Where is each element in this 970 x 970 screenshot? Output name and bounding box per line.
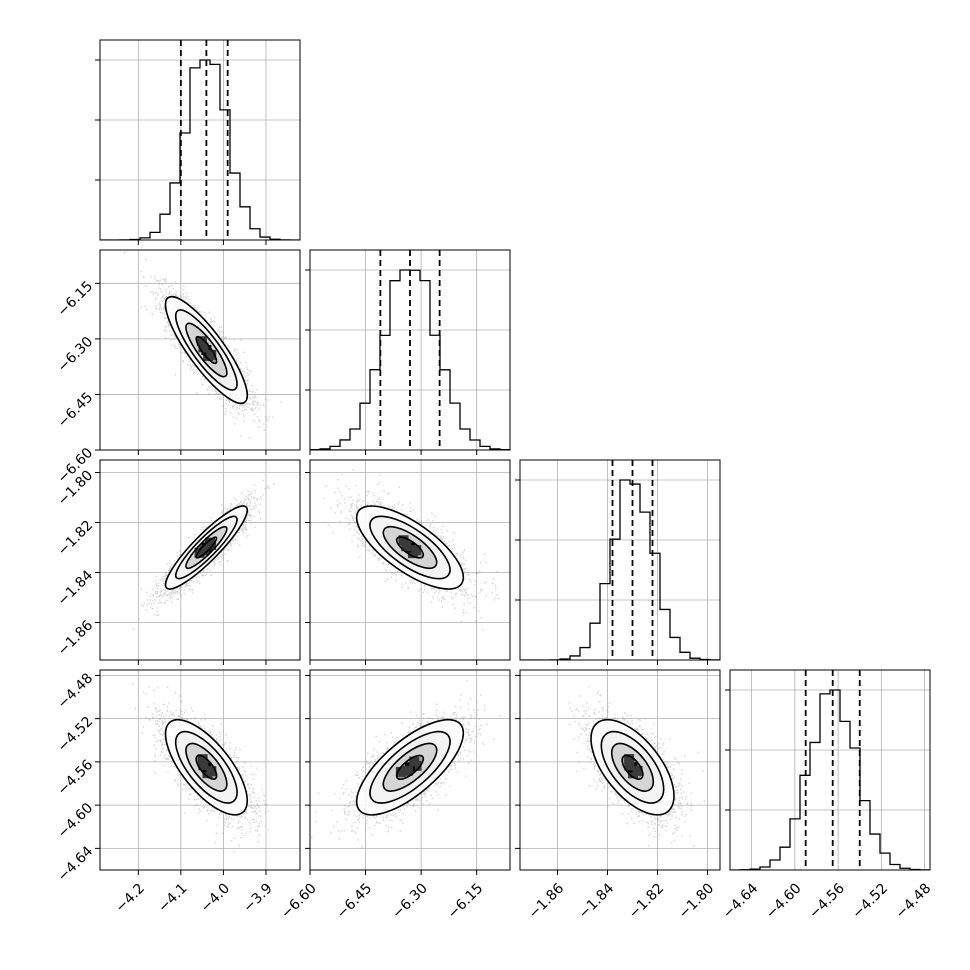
x-tick-label-3-3: −4.52 [849,880,891,922]
density-frame-3-2 [519,669,721,871]
density-core-3-0-3 [198,760,209,771]
density-core-2-1-3 [401,541,412,552]
x-tick-label-1-1: −6.45 [334,880,376,922]
density-panel-3-2 [520,670,720,870]
contour-2-0-0 [195,536,218,559]
contour-2-0-2 [174,515,238,580]
contour-3-0-2 [174,730,238,804]
x-tick-label-2-3: −1.80 [676,880,718,922]
density-core-3-0-0 [197,754,208,765]
x-tick-label-3-4: −4.48 [893,880,935,922]
density-core-2-1-4 [411,545,422,556]
contour-2-0-3 [164,505,249,590]
y-tick-label-3-0: −4.64 [55,843,97,885]
contour-1-0-2 [174,309,238,391]
x-tick-label-2-1: −1.84 [576,880,618,922]
contour-3-1-0 [395,754,425,780]
hist-panel-3 [730,670,930,870]
x-tick-label-2-0: −1.86 [526,880,568,922]
density-core-2-0-3 [199,545,210,556]
contour-3-2-3 [590,718,675,816]
density-core-2-1-0 [398,535,409,546]
y-tick-label-1-2: −6.30 [55,334,97,376]
hist-panel-2 [520,460,720,660]
contour-2-1-2 [369,515,451,580]
density-core-1-0-3 [198,342,209,353]
density-core-3-0-4 [206,766,217,777]
x-tick-label-2-2: −1.82 [626,880,668,922]
contour-3-2-2 [600,730,665,804]
density-core-1-0-0 [196,336,207,347]
contour-3-1-3 [355,718,465,816]
contour-2-1-3 [355,505,465,590]
density-panel-3-1 [310,670,510,870]
density-core-3-2-0 [624,754,635,765]
density-panel-3-0 [100,670,300,870]
contour-2-1-0 [395,536,425,559]
density-panel-1-0 [100,250,300,450]
contour-3-1-2 [369,730,451,804]
hist-step-0 [100,59,300,240]
hist-frame-2 [519,459,721,661]
density-frame-1-0 [99,249,301,451]
density-frame-2-1 [309,459,511,661]
y-tick-label-1-3: −6.15 [55,278,97,320]
x-tick-label-0-2: −4.0 [198,880,233,915]
y-tick-label-2-0: −1.86 [55,617,97,659]
y-tick-label-3-4: −4.48 [55,670,97,712]
x-tick-label-0-0: −4.2 [113,880,148,915]
x-tick-label-1-0: −6.60 [278,880,320,922]
y-tick-label-3-1: −4.60 [55,800,97,842]
contour-3-0-3 [164,718,249,816]
y-tick-label-3-2: −4.56 [55,757,97,799]
contour-1-0-3 [164,295,249,405]
x-tick-label-0-3: −3.9 [240,880,275,915]
hist-panel-1 [310,250,510,450]
x-tick-label-3-0: −4.64 [720,880,762,922]
contour-2-1-1 [382,525,438,570]
density-frame-2-0 [99,459,301,661]
contour-3-1-1 [382,742,438,792]
y-tick-label-1-1: −6.45 [55,389,97,431]
density-core-3-2-4 [632,765,643,776]
contour-1-0-0 [195,335,218,365]
contour-3-2-0 [621,754,644,780]
y-tick-label-2-1: −1.84 [55,567,97,609]
hist-frame-1 [309,249,511,451]
density-core-1-0-4 [206,349,217,360]
density-core-3-1-0 [395,766,406,777]
density-core-3-1-3 [402,765,413,776]
hist-frame-3 [729,669,931,871]
x-tick-label-1-3: −6.15 [445,880,487,922]
density-core-2-0-4 [205,537,216,548]
hist-step-2 [520,479,720,660]
hist-panel-0 [100,40,300,240]
x-tick-label-3-1: −4.60 [763,880,805,922]
contour-3-2-1 [610,742,655,792]
x-tick-label-0-1: −4.1 [155,880,190,915]
x-tick-label-1-2: −6.30 [389,880,431,922]
contour-3-0-0 [195,754,218,780]
contour-2-0-1 [185,525,228,570]
density-core-3-1-4 [409,756,420,767]
hist-step-3 [730,689,930,870]
x-tick-label-3-2: −4.56 [806,880,848,922]
y-tick-label-2-2: −1.82 [55,517,97,559]
contour-3-0-1 [185,742,228,792]
density-panel-2-0 [100,460,300,660]
hist-frame-0 [99,39,301,241]
density-frame-3-0 [99,669,301,871]
contour-1-0-1 [185,322,228,378]
density-panel-2-1 [310,460,510,660]
y-tick-label-3-3: −4.52 [55,714,97,756]
density-core-3-2-3 [624,760,635,771]
density-frame-3-1 [309,669,511,871]
